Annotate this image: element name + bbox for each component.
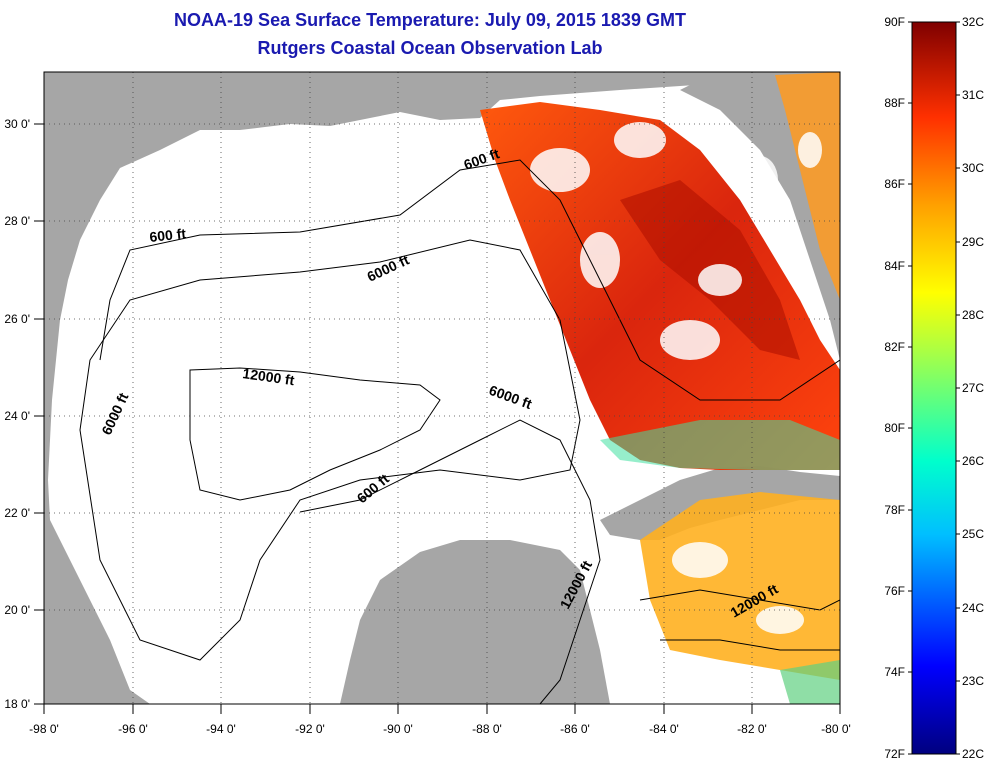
lat-label: 30 0'	[4, 117, 30, 131]
contour-caribbean	[639, 589, 840, 611]
colorbar-f-label: 84F	[884, 259, 905, 273]
lon-label: -84 0'	[649, 722, 679, 736]
contour-600ft-yucatan	[299, 419, 601, 704]
lat-label: 20 0'	[4, 603, 30, 617]
colorbar-f-label: 78F	[884, 503, 905, 517]
colorbar-c-label: 27C	[962, 381, 984, 395]
colorbar-f-label: 82F	[884, 340, 905, 354]
colorbar-c-label: 24C	[962, 601, 984, 615]
colorbar	[911, 21, 957, 755]
contour-600ft	[99, 159, 840, 401]
sst-swath-east-florida	[775, 72, 840, 300]
colorbar-ticks	[908, 21, 960, 755]
map-subtitle: Rutgers Coastal Ocean Observation Lab	[257, 38, 603, 58]
colorbar-c-label: 26C	[962, 454, 984, 468]
colorbar-c-label: 25C	[962, 527, 984, 541]
contour-6000ft	[79, 239, 581, 661]
lon-label: -82 0'	[737, 722, 767, 736]
colorbar-c-label: 30C	[962, 161, 984, 175]
colorbar-f-label: 74F	[884, 665, 905, 679]
lon-label: -98 0'	[29, 722, 59, 736]
map-title: NOAA-19 Sea Surface Temperature: July 09…	[174, 10, 686, 30]
land-us-gulf-coast	[44, 72, 840, 704]
sst-swath-florida-shelf	[480, 102, 840, 470]
lat-label: 26 0'	[4, 312, 30, 326]
colorbar-c-label: 22C	[962, 747, 984, 761]
graticule	[44, 72, 840, 704]
lon-label: -86 0'	[560, 722, 590, 736]
lat-label: 18 0'	[4, 697, 30, 711]
lon-label: -88 0'	[472, 722, 502, 736]
colorbar-c-label: 28C	[962, 308, 984, 322]
sst-cool-band	[600, 420, 840, 470]
colorbar-f-label: 90F	[884, 15, 905, 29]
colorbar-f-label: 88F	[884, 96, 905, 110]
lon-label: -90 0'	[383, 722, 413, 736]
contour-caribbean-2	[660, 639, 840, 651]
land-yucatan	[340, 540, 610, 704]
cloud-cover	[530, 122, 822, 634]
sst-swath-caribbean	[640, 492, 840, 680]
lon-label: -92 0'	[295, 722, 325, 736]
plot-frame	[43, 71, 841, 705]
colorbar-f-label: 80F	[884, 421, 905, 435]
colorbar-f-label: 76F	[884, 584, 905, 598]
contour-12000ft	[189, 367, 441, 501]
colorbar-c-label: 32C	[962, 15, 984, 29]
lat-label: 24 0'	[4, 409, 30, 423]
colorbar-c-label: 31C	[962, 88, 984, 102]
contour-label-12000ft: 12000 ft	[242, 365, 296, 388]
lon-label: -96 0'	[118, 722, 148, 736]
lon-label: -80 0'	[821, 722, 851, 736]
lon-label: -94 0'	[206, 722, 236, 736]
contour-label-600ft: 600 ft	[149, 225, 187, 245]
colorbar-f-label: 72F	[884, 747, 905, 761]
tick-marks	[34, 123, 841, 714]
sst-cool-patch-sw	[780, 660, 840, 704]
lat-label: 28 0'	[4, 214, 30, 228]
colorbar-c-label: 23C	[962, 674, 984, 688]
bathymetry-contours	[79, 159, 840, 704]
colorbar-c-label: 29C	[962, 235, 984, 249]
lat-label: 22 0'	[4, 506, 30, 520]
colorbar-f-label: 86F	[884, 177, 905, 191]
